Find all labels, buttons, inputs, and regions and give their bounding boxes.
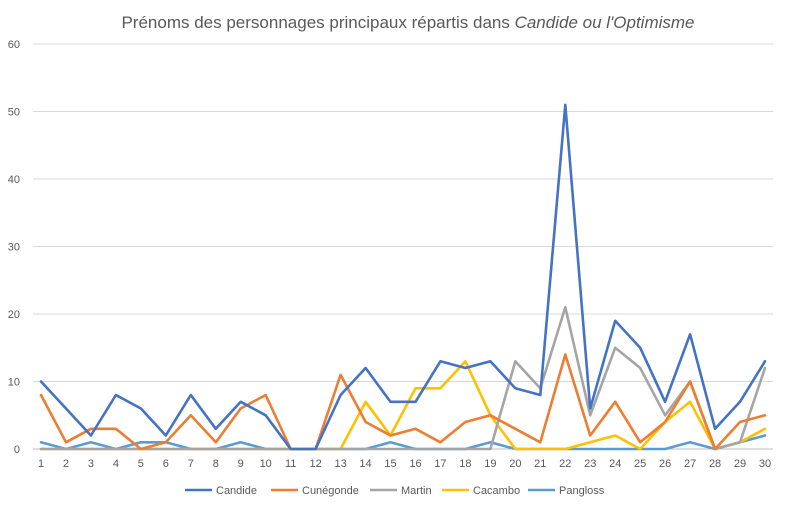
x-tick-label: 22 [559,458,571,470]
legend-label: Martin [401,485,432,497]
y-tick-label: 0 [14,444,20,456]
x-tick-label: 23 [584,458,596,470]
x-tick-label: 16 [409,458,421,470]
y-tick-label: 50 [8,107,20,119]
series-lines [39,103,767,451]
legend-item: Martin [370,485,432,497]
x-tick-label: 6 [163,458,169,470]
x-tick-label: 5 [138,458,144,470]
x-tick-label: 14 [359,458,371,470]
y-tick-label: 10 [8,377,20,389]
legend: Candide Cunégonde Martin Cacambo Pangloss [185,485,605,497]
x-tick-label: 25 [634,458,646,470]
x-tick-label: 13 [334,458,346,470]
legend-label: Cacambo [473,485,520,497]
legend-item: Candide [185,485,257,497]
x-tick-label: 20 [509,458,521,470]
series-line-cacambo [39,359,767,451]
x-tick-label: 17 [434,458,446,470]
x-tick-label: 4 [113,458,119,470]
y-axis-ticks: 0 10 20 30 40 50 60 [8,39,20,456]
legend-item: Cacambo [442,485,520,497]
legend-label: Cunégonde [302,485,359,497]
x-tick-label: 9 [238,458,244,470]
x-tick-label: 24 [609,458,621,470]
x-tick-label: 7 [188,458,194,470]
chart-title-prefix: Prénoms des personnages principaux répar… [121,13,514,32]
x-tick-label: 3 [88,458,94,470]
x-axis-ticks: 1 2 3 4 5 6 7 8 9 10 11 12 13 14 15 16 17 18 19 20 21 22 23 24 2… [38,458,771,470]
x-tick-label: 27 [684,458,696,470]
series-line-cunégonde [39,353,767,451]
gridlines [33,43,773,450]
y-tick-label: 60 [8,39,20,51]
x-tick-label: 1 [38,458,44,470]
x-tick-label: 19 [484,458,496,470]
y-tick-label: 30 [8,242,20,254]
series-line-candide [39,103,767,451]
x-tick-label: 28 [709,458,721,470]
series-line-martin [39,305,767,451]
x-tick-label: 2 [63,458,69,470]
x-tick-label: 11 [285,458,296,470]
x-tick-label: 15 [384,458,396,470]
x-tick-label: 18 [459,458,471,470]
x-tick-label: 21 [534,458,546,470]
legend-item: Cunégonde [271,485,359,497]
x-tick-label: 29 [734,458,746,470]
x-tick-label: 26 [659,458,671,470]
chart-title-italic: Candide ou l'Optimisme [515,13,695,32]
legend-label: Candide [216,485,257,497]
y-tick-label: 40 [8,174,20,186]
x-tick-label: 12 [309,458,321,470]
chart-title: Prénoms des personnages principaux répar… [121,13,694,32]
x-tick-label: 10 [260,458,272,470]
x-tick-label: 8 [213,458,219,470]
x-tick-label: 30 [759,458,771,470]
legend-label: Pangloss [559,485,605,497]
legend-item: Pangloss [528,485,605,497]
y-tick-label: 20 [8,309,20,321]
